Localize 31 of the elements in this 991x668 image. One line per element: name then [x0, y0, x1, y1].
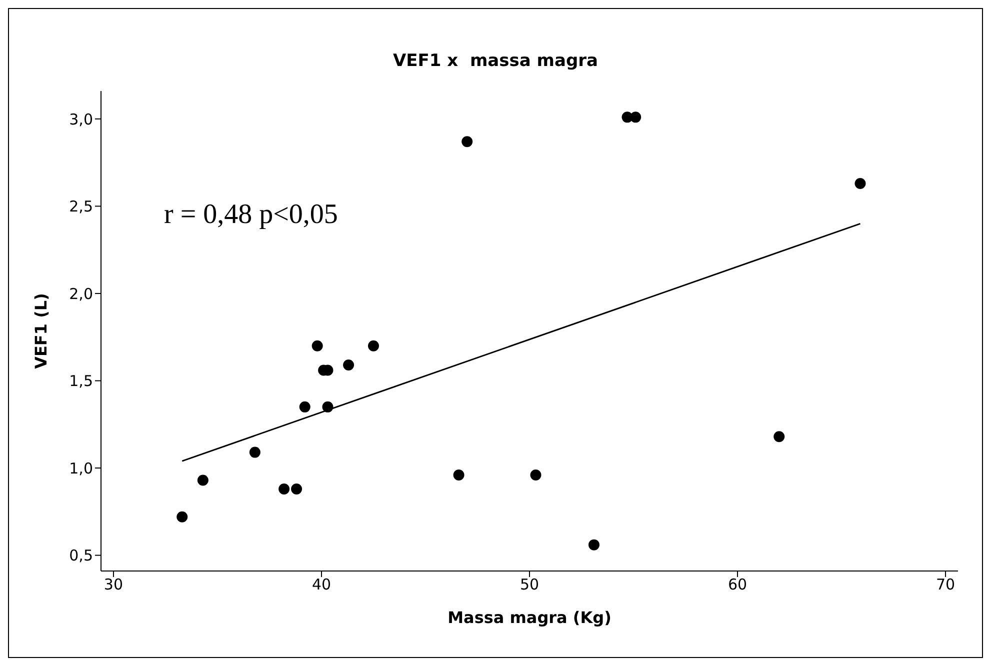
point [278, 483, 290, 494]
point [630, 112, 642, 123]
point [774, 431, 785, 442]
point [453, 470, 464, 480]
point [368, 340, 379, 352]
point [462, 136, 473, 148]
point [197, 474, 208, 486]
y-tick-label: 2,0 [69, 284, 93, 303]
chart-title: VEF1 x massa magra [392, 51, 599, 71]
y-tick-label: 3,0 [69, 110, 93, 128]
x-tick-label: 50 [520, 576, 540, 594]
y-tick-label: 0,5 [69, 546, 93, 565]
point [176, 511, 188, 522]
y-tick-label: 1,0 [69, 459, 93, 478]
x-tick-label: 40 [312, 576, 332, 594]
y-tick-label: 2,5 [69, 198, 93, 216]
point [291, 483, 302, 494]
point [299, 401, 310, 412]
y-tick-label: 1,5 [69, 372, 93, 390]
x-tick-label: 70 [936, 576, 956, 594]
annotation: r = 0,48 p<0,05 [164, 199, 338, 231]
point [343, 360, 354, 371]
x-axis-title: Massa magra (Kg) [448, 608, 612, 627]
point [312, 340, 323, 352]
point [588, 539, 600, 550]
point [854, 178, 866, 190]
x-tick-label: 60 [728, 576, 748, 594]
point [530, 470, 542, 480]
x-tick-label: 30 [104, 576, 124, 594]
y-axis-title: VEF1 (L) [32, 293, 51, 369]
point [249, 446, 260, 458]
